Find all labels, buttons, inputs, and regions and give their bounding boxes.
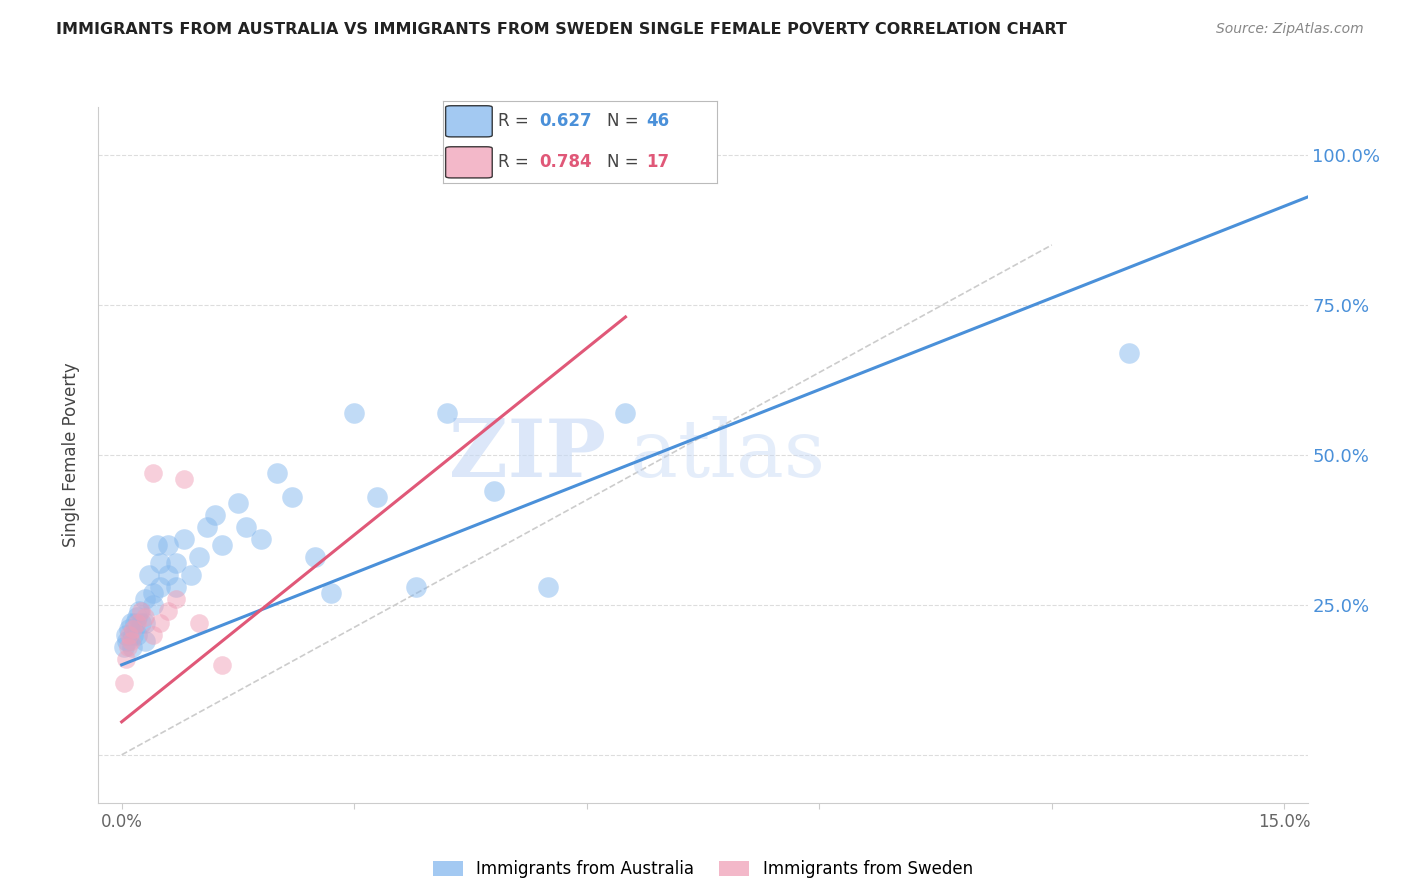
Point <box>173 472 195 486</box>
Point <box>165 580 187 594</box>
Text: R =: R = <box>498 112 534 130</box>
Point <box>138 567 160 582</box>
Point <box>112 640 135 654</box>
Point <box>142 466 165 480</box>
Point <box>115 633 138 648</box>
Legend: Immigrants from Australia, Immigrants from Sweden: Immigrants from Australia, Immigrants fr… <box>426 854 980 885</box>
Point <box>405 580 427 594</box>
Point <box>157 567 180 582</box>
Point <box>124 615 146 630</box>
Point <box>134 610 156 624</box>
Point <box>366 490 388 504</box>
Point <box>149 615 172 630</box>
Point <box>195 520 218 534</box>
Point <box>142 586 165 600</box>
Point <box>235 520 257 534</box>
Y-axis label: Single Female Poverty: Single Female Poverty <box>62 363 80 547</box>
Point <box>114 628 136 642</box>
Point <box>211 538 233 552</box>
Point <box>319 586 342 600</box>
FancyBboxPatch shape <box>446 147 492 178</box>
Point <box>149 556 172 570</box>
Point <box>281 490 304 504</box>
Text: 46: 46 <box>645 112 669 130</box>
Point <box>614 406 637 420</box>
Text: Source: ZipAtlas.com: Source: ZipAtlas.com <box>1216 22 1364 37</box>
Point <box>127 628 149 642</box>
Point <box>1118 346 1140 360</box>
Point <box>122 628 145 642</box>
Point <box>149 580 172 594</box>
Text: IMMIGRANTS FROM AUSTRALIA VS IMMIGRANTS FROM SWEDEN SINGLE FEMALE POVERTY CORREL: IMMIGRANTS FROM AUSTRALIA VS IMMIGRANTS … <box>56 22 1067 37</box>
Text: N =: N = <box>607 153 644 171</box>
Text: 17: 17 <box>645 153 669 171</box>
Point <box>128 604 150 618</box>
Point <box>114 652 136 666</box>
Point <box>188 549 211 564</box>
Point <box>204 508 226 522</box>
Text: R =: R = <box>498 153 534 171</box>
Point <box>118 622 141 636</box>
Point <box>142 628 165 642</box>
Point <box>134 633 156 648</box>
Text: atlas: atlas <box>630 416 825 494</box>
Point <box>165 556 187 570</box>
Point <box>211 657 233 672</box>
Point <box>120 615 142 630</box>
Point <box>134 615 156 630</box>
Point <box>226 496 249 510</box>
Point <box>121 640 143 654</box>
Point <box>129 615 152 630</box>
Point <box>157 538 180 552</box>
Text: 0.784: 0.784 <box>538 153 592 171</box>
Point <box>127 615 149 630</box>
Point <box>118 628 141 642</box>
Point <box>157 604 180 618</box>
Point <box>250 532 273 546</box>
Point <box>145 538 167 552</box>
Point <box>117 640 139 654</box>
Point <box>482 483 505 498</box>
Point <box>112 676 135 690</box>
Point <box>188 615 211 630</box>
Point <box>134 591 156 606</box>
Point <box>537 580 560 594</box>
Text: ZIP: ZIP <box>450 416 606 494</box>
Point <box>304 549 326 564</box>
Text: 0.627: 0.627 <box>538 112 592 130</box>
Point <box>165 591 187 606</box>
Text: N =: N = <box>607 112 644 130</box>
Point <box>173 532 195 546</box>
Point <box>436 406 458 420</box>
Point <box>266 466 288 480</box>
Point <box>120 633 142 648</box>
Point <box>180 567 202 582</box>
Point <box>129 604 152 618</box>
Point <box>127 610 149 624</box>
Point <box>142 598 165 612</box>
Point <box>343 406 366 420</box>
FancyBboxPatch shape <box>446 106 492 136</box>
Point <box>122 622 145 636</box>
